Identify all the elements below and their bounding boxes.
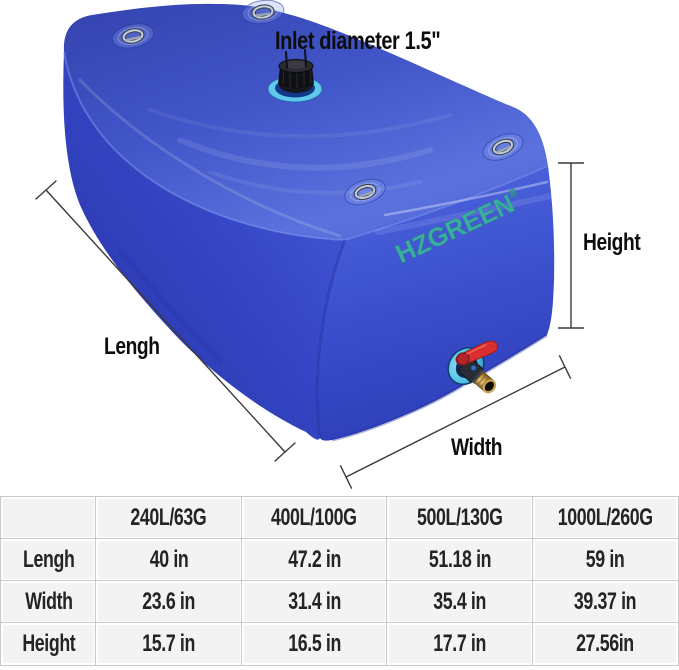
tank-top-face xyxy=(63,3,548,240)
spec-value-cell: 39.37 in xyxy=(532,581,678,623)
spec-row-width: Width 23.6 in 31.4 in 35.4 in 39.37 in xyxy=(1,581,678,623)
spec-value-cell: 40 in xyxy=(96,539,242,581)
spec-value-cell: 47.2 in xyxy=(241,539,387,581)
spec-header-row: 240L/63G 400L/100G 500L/130G 1000L/260G xyxy=(1,497,678,539)
length-label: Lengh xyxy=(104,333,160,360)
spec-value-cell: 59 in xyxy=(532,539,678,581)
spec-row-label: Lengh xyxy=(1,539,96,581)
tank-illustration: HZGREEN® xyxy=(35,0,584,490)
length-dimension-line xyxy=(35,180,296,462)
height-dimension-line xyxy=(558,162,584,329)
spec-row-label: Height xyxy=(1,623,96,665)
valve-handle xyxy=(455,340,499,366)
spec-row-length: Lengh 40 in 47.2 in 51.18 in 59 in xyxy=(1,539,678,581)
spec-row-height: Height 15.7 in 16.5 in 17.7 in 27.56in xyxy=(1,623,678,665)
spec-value-cell: 15.7 in xyxy=(96,623,242,665)
height-label: Height xyxy=(583,229,641,256)
spec-value-cell: 35.4 in xyxy=(387,581,533,623)
drain-valve-icon xyxy=(447,340,499,394)
spec-value-cell: 31.4 in xyxy=(241,581,387,623)
spec-col-header: 400L/100G xyxy=(241,497,387,539)
spec-row-label: Width xyxy=(1,581,96,623)
spec-value-cell: 17.7 in xyxy=(387,623,533,665)
spec-table: 240L/63G 400L/100G 500L/130G 1000L/260G … xyxy=(1,497,678,665)
product-diagram: HZGREEN® xyxy=(35,0,641,490)
spec-col-header: 1000L/260G xyxy=(532,497,678,539)
width-dimension-line xyxy=(339,354,572,490)
tank-body xyxy=(63,3,555,442)
spec-value-cell: 51.18 in xyxy=(387,539,533,581)
spec-value-cell: 27.56in xyxy=(532,623,678,665)
tank-left-face xyxy=(63,52,345,440)
dimension-lines xyxy=(35,162,584,490)
spec-value-cell: 23.6 in xyxy=(96,581,242,623)
tank-right-face xyxy=(317,166,555,441)
spec-corner-cell xyxy=(1,497,96,539)
spec-col-header: 500L/130G xyxy=(387,497,533,539)
inlet-note-label: Inlet diameter 1.5" xyxy=(275,27,441,55)
inlet-cap-icon xyxy=(267,49,323,103)
spec-col-header: 240L/63G xyxy=(96,497,242,539)
spec-value-cell: 16.5 in xyxy=(241,623,387,665)
width-label: Width xyxy=(451,434,503,461)
